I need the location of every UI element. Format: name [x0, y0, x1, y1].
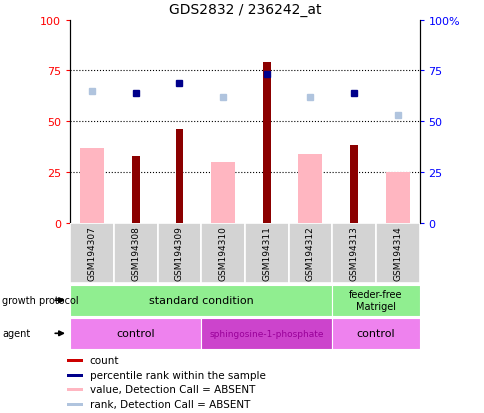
Bar	[201, 223, 244, 283]
Bar	[175, 130, 183, 223]
Text: agent: agent	[2, 328, 30, 339]
Text: GSM194314: GSM194314	[393, 225, 401, 280]
Text: control: control	[356, 328, 394, 339]
Bar	[349, 146, 357, 223]
Bar	[298, 154, 322, 223]
Bar	[332, 285, 419, 316]
Bar	[70, 285, 332, 316]
Bar	[288, 223, 332, 283]
Title: GDS2832 / 236242_at: GDS2832 / 236242_at	[168, 3, 320, 17]
Bar	[67, 403, 83, 406]
Text: rank, Detection Call = ABSENT: rank, Detection Call = ABSENT	[90, 399, 250, 408]
Text: GSM194313: GSM194313	[349, 225, 358, 280]
Text: GSM194309: GSM194309	[175, 225, 183, 280]
Bar	[201, 318, 332, 349]
Bar	[67, 359, 83, 363]
Bar	[262, 63, 270, 223]
Text: growth protocol: growth protocol	[2, 295, 79, 306]
Bar	[375, 223, 419, 283]
Text: count: count	[90, 355, 119, 365]
Text: GSM194307: GSM194307	[88, 225, 96, 280]
Text: GSM194312: GSM194312	[305, 225, 314, 280]
Bar	[244, 223, 288, 283]
Bar	[332, 223, 375, 283]
Text: GSM194311: GSM194311	[262, 225, 271, 280]
Text: value, Detection Call = ABSENT: value, Detection Call = ABSENT	[90, 384, 255, 394]
Text: feeder-free
Matrigel: feeder-free Matrigel	[348, 290, 402, 311]
Text: sphingosine-1-phosphate: sphingosine-1-phosphate	[209, 329, 323, 338]
Bar	[70, 223, 114, 283]
Text: control: control	[116, 328, 155, 339]
Text: standard condition: standard condition	[149, 295, 253, 306]
Bar	[67, 388, 83, 392]
Text: percentile rank within the sample: percentile rank within the sample	[90, 370, 265, 380]
Text: GSM194308: GSM194308	[131, 225, 140, 280]
Bar	[385, 173, 409, 223]
Bar	[132, 156, 139, 223]
Bar	[67, 374, 83, 377]
Bar	[70, 318, 201, 349]
Text: GSM194310: GSM194310	[218, 225, 227, 280]
Bar	[80, 148, 104, 223]
Bar	[211, 162, 235, 223]
Bar	[332, 318, 419, 349]
Bar	[114, 223, 157, 283]
Bar	[157, 223, 201, 283]
